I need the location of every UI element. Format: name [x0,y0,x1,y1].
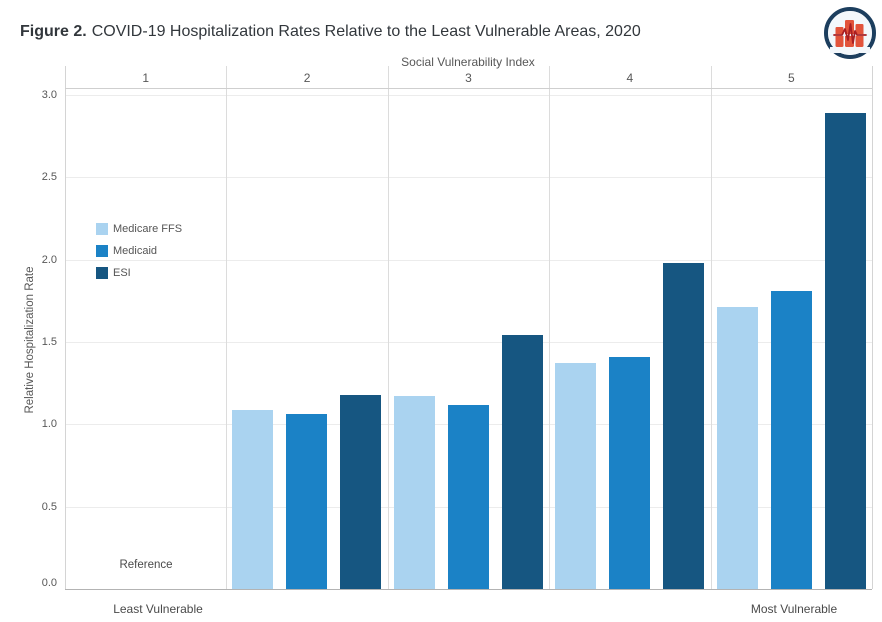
y-tick-label-0.0: 0.0 [41,577,57,589]
gridline-1.5 [65,342,872,343]
svi-column-label-4: 4 [626,71,634,85]
y-tick-label-0.5: 0.5 [41,500,57,513]
reference-label: Reference [119,559,173,571]
x-end-label-most-vulnerable: Most Vulnerable [750,602,838,616]
bar-medicaid-svi3[interactable] [447,404,489,589]
bar-medicaid-svi2[interactable] [286,414,328,589]
plot-right-border [872,66,873,589]
bar-esi-svi5[interactable] [824,113,866,589]
svi-column-label-1: 1 [142,71,150,85]
column-separator-4 [710,66,712,589]
svi-column-label-5: 5 [787,71,795,85]
svi-column-label-2: 2 [303,71,311,85]
top-axis-border [65,88,872,89]
figure-title: Figure 2. COVID-19 Hospitalization Rates … [20,23,641,41]
y-tick-label-2.0: 2.0 [41,253,57,266]
plot-left-border [65,66,66,589]
x-end-label-least-vulnerable: Least Vulnerable [113,602,203,616]
top-axis-title: Social Vulnerability Index [401,55,535,69]
y-tick-label-1.5: 1.5 [41,336,57,348]
column-separator-1 [226,66,228,589]
gridline-3.0 [65,95,872,96]
health-system-tracker-logo-icon [824,7,876,59]
bar-medicaid-svi4[interactable] [609,356,651,589]
bar-medicare-ffs-svi3[interactable] [393,396,435,589]
column-separator-2 [387,66,389,589]
gridline-2.5 [65,177,872,179]
svi-column-label-3: 3 [465,71,472,85]
legend-swatch-icon [96,266,108,279]
column-separator-3 [549,66,551,589]
bar-medicare-ffs-svi5[interactable] [716,307,758,589]
legend-label: Medicaid [113,244,158,257]
legend-label: Medicare FFS [113,223,183,235]
bar-esi-svi4[interactable] [663,262,705,589]
legend-label: ESI [113,266,131,279]
bar-esi-svi2[interactable] [340,394,382,589]
figure-number-label: Figure 2. [20,23,87,40]
y-tick-label-1.0: 1.0 [41,418,57,431]
legend-swatch-icon [96,244,108,257]
legend-swatch-icon [96,223,108,235]
bar-medicare-ffs-svi4[interactable] [555,363,597,589]
figure-title-text: COVID-19 Hospitalization Rates Relative … [91,23,641,40]
bar-medicaid-svi5[interactable] [770,290,812,589]
y-tick-label-2.5: 2.5 [41,171,57,184]
y-tick-label-3.0: 3.0 [41,89,57,101]
x-axis-baseline [65,589,872,590]
bar-esi-svi3[interactable] [501,335,543,589]
bar-medicare-ffs-svi2[interactable] [232,409,274,589]
gridline-2.0 [65,259,872,261]
